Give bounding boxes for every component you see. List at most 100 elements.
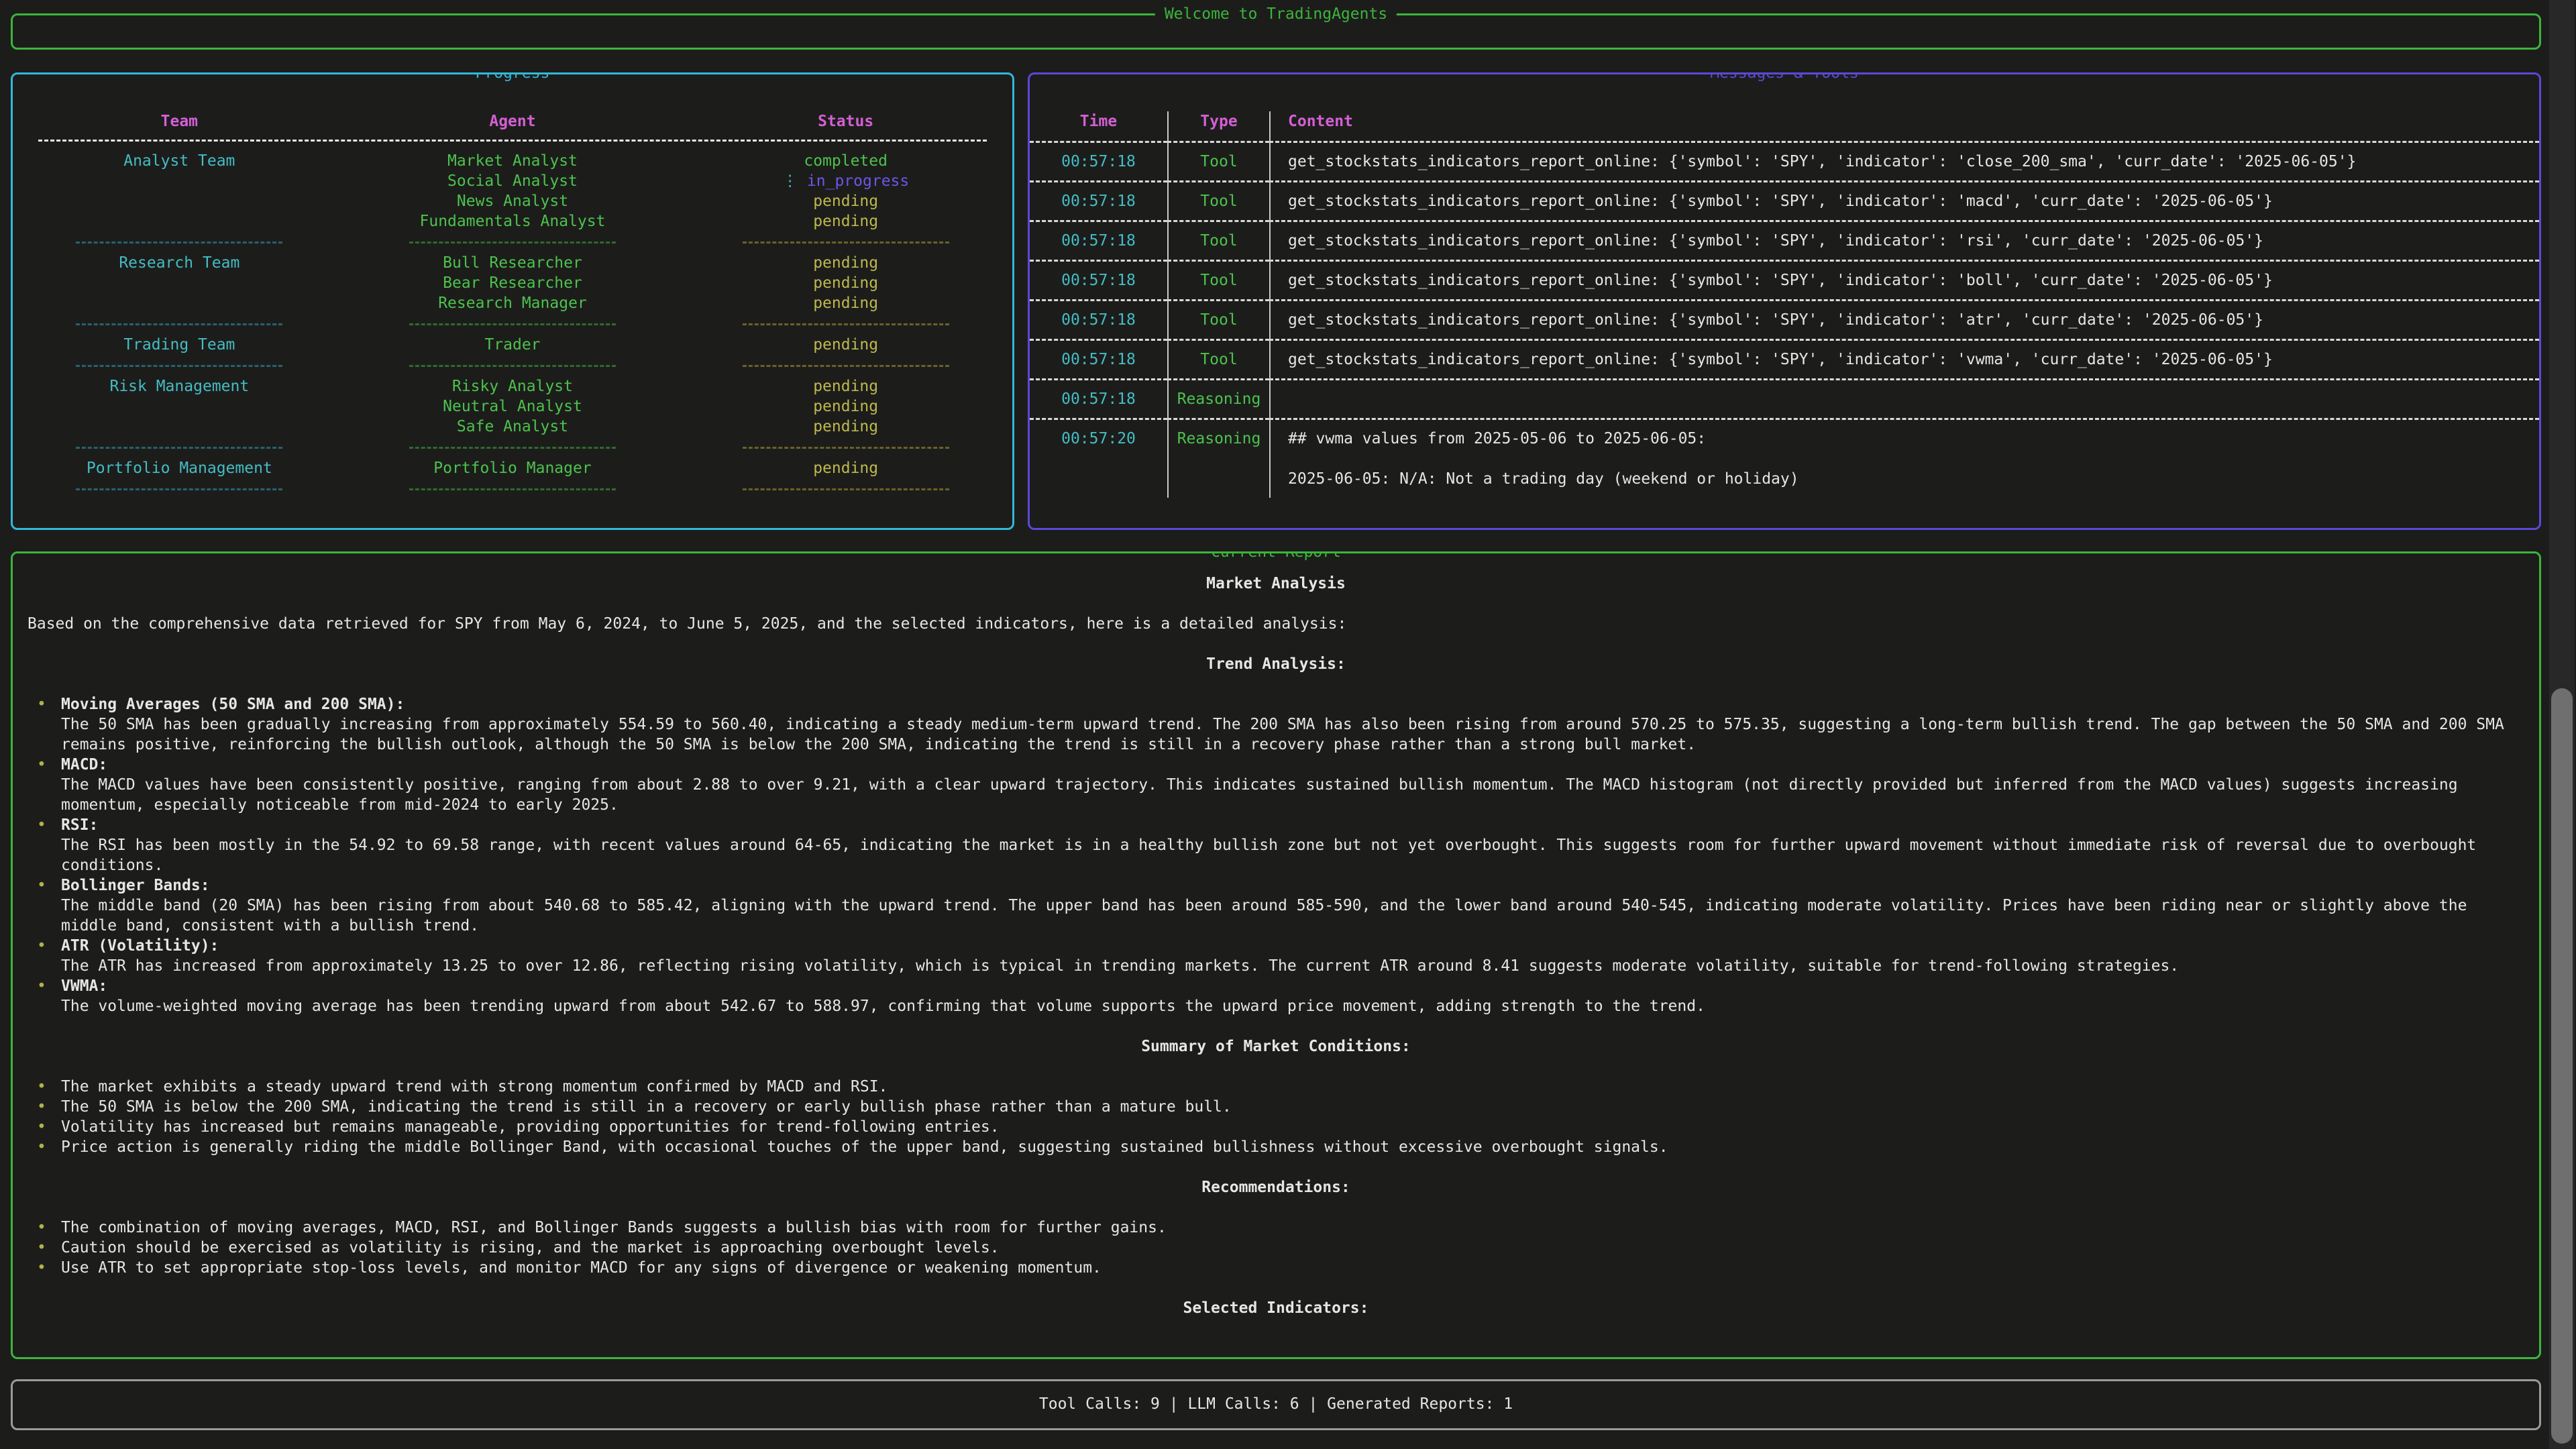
team-cell: Portfolio Management	[86, 460, 272, 477]
report-section-heading: Summary of Market Conditions:	[1141, 1038, 1411, 1055]
separator-cell	[679, 364, 1012, 367]
report-bullet: • MACD: The MACD values have been consiste…	[28, 755, 2524, 815]
scrollbar-track[interactable]	[2549, 0, 2575, 1449]
bullet-label: VWMA:	[61, 977, 108, 995]
spinner-icon: ⋮	[782, 172, 807, 190]
message-type: Tool	[1167, 222, 1269, 262]
separator-line	[409, 446, 616, 449]
status-cell: pending	[679, 211, 1012, 231]
top-panels-row: Progress Team Agent Status Analyst Team M…	[11, 72, 2541, 530]
separator-cell	[679, 488, 1012, 490]
bullet-icon: •	[37, 977, 46, 995]
progress-row: Fundamentals Analyst pending	[13, 211, 1012, 231]
separator-cell	[679, 241, 1012, 244]
report-heading: Market Analysis	[1206, 575, 1346, 592]
separator-cell	[346, 241, 680, 244]
separator-cell	[346, 364, 680, 367]
team-cell	[13, 171, 346, 191]
progress-panel-title: Progress	[466, 74, 559, 83]
report-bullet: • Bollinger Bands: The middle band (20 SMA…	[28, 875, 2524, 936]
separator-line	[409, 364, 616, 367]
status-label: pending	[813, 274, 879, 292]
messages-col-type: Type	[1167, 111, 1269, 143]
progress-row: Research Manager pending	[13, 293, 1012, 313]
group-separator	[13, 313, 1012, 335]
message-type: Tool	[1167, 143, 1269, 182]
team-cell	[13, 396, 346, 417]
report-section-heading: Recommendations:	[1201, 1179, 1350, 1196]
messages-table: Time Type Content 00:57:18 Tool get_stocks…	[1030, 111, 2539, 498]
scrollbar-thumb[interactable]	[2551, 688, 2573, 1444]
progress-table-header: Team Agent Status	[13, 111, 1012, 131]
message-type: Tool	[1167, 182, 1269, 222]
bullet-text: The ATR has increased from approximately…	[61, 957, 2180, 975]
bullet-text: Use ATR to set appropriate stop-loss lev…	[61, 1259, 1102, 1277]
separator-cell	[679, 446, 1012, 449]
status-cell: ⋮ in_progress	[679, 171, 1012, 191]
header-separator	[38, 140, 987, 142]
bullet-text: Price action is generally riding the mid…	[61, 1138, 1668, 1156]
message-content: ## vwma values from 2025-05-06 to 2025-0…	[1269, 420, 2539, 498]
progress-table: Team Agent Status Analyst Team Market Ana…	[13, 111, 1012, 500]
separator-line	[76, 446, 283, 449]
status-cell: completed	[679, 151, 1012, 171]
team-cell	[13, 211, 346, 231]
bullet-text: The MACD values have been consistently p…	[61, 776, 2458, 814]
agent-cell: Social Analyst	[447, 172, 578, 190]
separator-line	[76, 241, 283, 244]
report-intro: Based on the comprehensive data retrieve…	[28, 615, 1347, 633]
agent-cell: Risky Analyst	[451, 378, 573, 395]
team-cell: Risk Management	[109, 378, 250, 395]
status-label: pending	[813, 418, 879, 435]
team-cell	[13, 417, 346, 437]
bullet-label: MACD:	[61, 756, 108, 773]
progress-table-body: Analyst Team Market Analyst completed Socia…	[13, 151, 1012, 500]
report-section-heading: Trend Analysis:	[1206, 655, 1346, 673]
group-separator	[13, 437, 1012, 458]
status-cell: pending	[679, 293, 1012, 313]
welcome-panel: Welcome to TradingAgents	[11, 4, 2541, 50]
report-panel: Current Report Market Analysis Based on …	[11, 551, 2541, 1359]
progress-row: Social Analyst ⋮ in_progress	[13, 171, 1012, 191]
separator-line	[742, 323, 949, 325]
progress-col-team: Team	[160, 113, 199, 130]
agent-cell: Fundamentals Analyst	[419, 213, 606, 230]
separator-line	[76, 488, 283, 490]
status-cell: pending	[679, 335, 1012, 355]
messages-col-content: Content	[1269, 111, 2539, 143]
progress-row: Trading Team Trader pending	[13, 335, 1012, 355]
progress-row: Safe Analyst pending	[13, 417, 1012, 437]
status-label: pending	[813, 254, 879, 272]
message-time: 00:57:18	[1030, 341, 1167, 380]
progress-row: Portfolio Management Portfolio Manager pen…	[13, 458, 1012, 478]
status-cell: pending	[679, 417, 1012, 437]
separator-line	[742, 446, 949, 449]
agent-cell: Neutral Analyst	[443, 398, 582, 415]
app-title: Welcome to TradingAgents	[1155, 4, 1397, 24]
bullet-icon: •	[37, 877, 46, 894]
bullet-icon: •	[37, 1118, 46, 1136]
message-time: 00:57:18	[1030, 182, 1167, 222]
status-cell: pending	[679, 191, 1012, 211]
team-cell: Trading Team	[123, 336, 235, 354]
bullet-text: Volatility has increased but remains man…	[61, 1118, 1000, 1136]
bullet-text: The middle band (20 SMA) has been rising…	[61, 897, 2467, 934]
status-cell: pending	[679, 458, 1012, 478]
separator-cell	[346, 488, 680, 490]
progress-row: Analyst Team Market Analyst completed	[13, 151, 1012, 171]
message-time: 00:57:20	[1061, 430, 1136, 447]
progress-row: Neutral Analyst pending	[13, 396, 1012, 417]
report-section-heading: Selected Indicators:	[1183, 1299, 1369, 1317]
separator-cell	[679, 323, 1012, 325]
separator-cell	[13, 323, 346, 325]
messages-panel: Messages & Tools Time Type Content 00:57…	[1028, 72, 2541, 530]
separator-cell	[13, 241, 346, 244]
separator-line	[742, 488, 949, 490]
report-bullet: • The market exhibits a steady upward tre…	[28, 1077, 2524, 1097]
bullet-label: ATR (Volatility):	[61, 937, 219, 955]
separator-cell	[13, 364, 346, 367]
agent-cell: Bull Researcher	[443, 254, 582, 272]
message-time: 00:57:18	[1030, 380, 1167, 420]
team-cell: Analyst Team	[123, 152, 235, 170]
status-label: pending	[813, 378, 879, 395]
